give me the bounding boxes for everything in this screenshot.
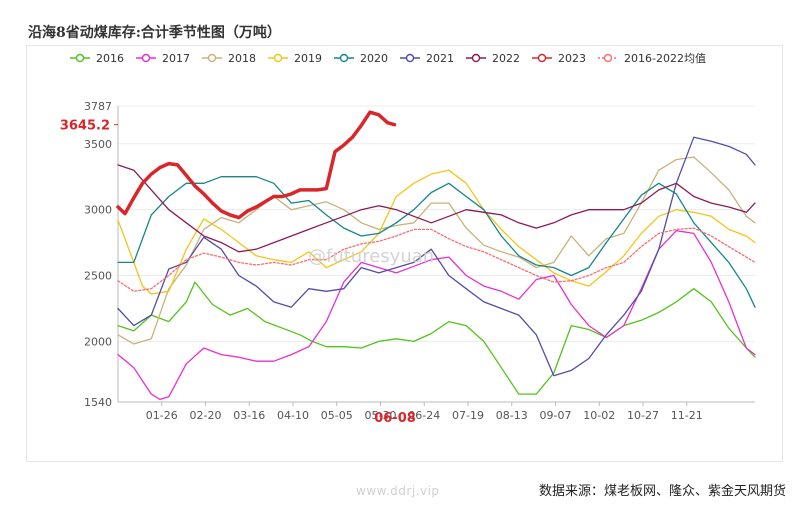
chart-title: 沿海8省动煤库存:合计季节性图（万吨） — [28, 25, 281, 41]
series-lines — [116, 110, 756, 401]
legend-marker — [537, 53, 547, 63]
x-tick-label: 11-21 — [671, 409, 703, 422]
legend-marker — [141, 53, 151, 63]
y-tick-label: 2500 — [84, 270, 112, 283]
x-tick-label: 02-20 — [190, 409, 222, 422]
legend-item-2016-2022均值: 2016-2022均值 — [598, 52, 706, 65]
series-line-2016-2022均值 — [117, 227, 756, 292]
legend-label: 2018 — [228, 52, 256, 65]
x-tick-label: 05-30 — [365, 409, 397, 422]
legend-label: 2016-2022均值 — [624, 52, 706, 65]
x-tick-label: 07-19 — [452, 409, 484, 422]
watermark-bottom: www.ddrj.vip — [356, 484, 440, 498]
x-tick-label: 04-10 — [277, 409, 309, 422]
legend-label: 2021 — [426, 52, 454, 65]
highlight-x-label: 06-08 — [374, 411, 416, 426]
highlight-y-label: 3645.2 — [60, 119, 110, 134]
highlight-labels: 3645.2 06-08 — [60, 119, 416, 426]
x-tick-label: 10-27 — [627, 409, 659, 422]
y-tick-label: 1540 — [84, 396, 112, 409]
legend-label: 2023 — [558, 52, 586, 65]
y-tick-label: 3000 — [84, 204, 112, 217]
series-line-2020 — [117, 176, 756, 308]
series-line-2023 — [116, 110, 397, 220]
y-tick-label: 3500 — [84, 138, 112, 151]
legend-item-2019: 2019 — [268, 52, 322, 65]
watermark-center: @futuresyuan — [308, 246, 434, 267]
series-line-2019 — [117, 169, 756, 295]
legend-marker — [273, 53, 283, 63]
legend-marker — [339, 53, 349, 63]
x-tick-label: 09-07 — [540, 409, 572, 422]
legend-item-2021: 2021 — [400, 52, 454, 65]
legend-marker — [471, 53, 481, 63]
legend-item-2018: 2018 — [202, 52, 256, 65]
legend-item-2016: 2016 — [70, 52, 124, 65]
x-tick-label: 03-16 — [233, 409, 265, 422]
legend-label: 2020 — [360, 52, 388, 65]
legend-label: 2017 — [162, 52, 190, 65]
chart-frame — [26, 45, 783, 462]
legend-label: 2022 — [492, 52, 520, 65]
legend-item-2023: 2023 — [532, 52, 586, 65]
series-line-2016 — [117, 281, 756, 395]
series-line-2022 — [117, 164, 756, 253]
y-tick-label: 2000 — [84, 335, 112, 348]
x-tick-label: 01-26 — [146, 409, 178, 422]
legend-item-2022: 2022 — [466, 52, 520, 65]
y-axis: 1540 2000 2500 3000 3500 3787 — [84, 100, 119, 409]
legend-item-2020: 2020 — [334, 52, 388, 65]
legend-marker — [75, 53, 85, 63]
legend: 2016 2017 2018 2019 2020 2021 2022 2023 2016-202… — [70, 52, 706, 65]
legend-item-2017: 2017 — [136, 52, 190, 65]
legend-label: 2016 — [96, 52, 124, 65]
grid — [118, 105, 755, 403]
legend-marker — [207, 53, 217, 63]
y-tick-label: 3787 — [84, 100, 112, 113]
x-tick-label: 05-05 — [321, 409, 353, 422]
x-tick-label: 06-24 — [408, 409, 440, 422]
series-line-2021 — [117, 136, 756, 377]
series-line-2018 — [117, 156, 756, 345]
data-source: 数据来源：煤老板网、隆众、紫金天风期货 — [538, 484, 786, 499]
legend-marker — [603, 53, 613, 63]
legend-marker — [405, 53, 415, 63]
x-tick-label: 08-13 — [496, 409, 528, 422]
legend-label: 2019 — [294, 52, 322, 65]
x-axis: 01-26 02-20 03-16 04-10 05-05 05-30 06-24 07-19… — [118, 401, 755, 422]
x-tick-label: 10-02 — [583, 409, 615, 422]
